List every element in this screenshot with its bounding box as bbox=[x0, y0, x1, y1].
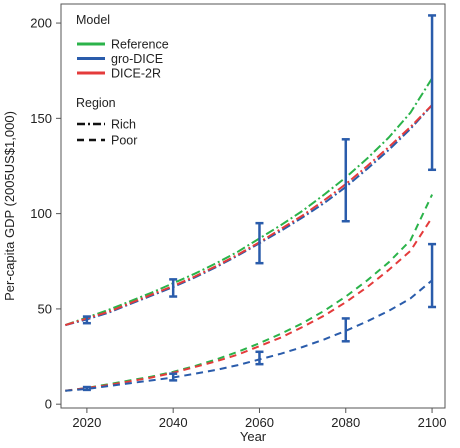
series-dice-2r-rich bbox=[65, 104, 433, 327]
error-bar bbox=[255, 221, 264, 265]
series-reference-rich bbox=[64, 77, 433, 327]
error-bar bbox=[82, 385, 91, 392]
error-bar bbox=[169, 372, 178, 382]
error-bar bbox=[428, 242, 437, 309]
x-tick-label: 2080 bbox=[331, 415, 360, 430]
x-tick-label: 2100 bbox=[418, 415, 447, 430]
legend-model-label: gro-DICE bbox=[111, 52, 163, 66]
series-gro-dice-poor bbox=[65, 279, 433, 392]
y-tick-label: 200 bbox=[30, 16, 52, 31]
x-tick-label: 2060 bbox=[245, 415, 274, 430]
legend-model-label: DICE-2R bbox=[111, 67, 161, 81]
y-axis-title: Per-capita GDP (2005US$1,000) bbox=[2, 111, 17, 301]
legend-model-label: Reference bbox=[111, 38, 169, 52]
x-tick-label: 2020 bbox=[72, 415, 101, 430]
x-axis-title: Year bbox=[240, 429, 267, 444]
y-tick-label: 150 bbox=[30, 111, 52, 126]
legend-region-label: Rich bbox=[111, 118, 136, 132]
y-tick-label: 50 bbox=[38, 301, 52, 316]
error-bar bbox=[341, 317, 350, 343]
x-tick-label: 2040 bbox=[159, 415, 188, 430]
legend-model-title: Model bbox=[76, 13, 110, 27]
legend-region-title: Region bbox=[76, 96, 116, 110]
y-tick-label: 100 bbox=[30, 206, 52, 221]
error-bar bbox=[169, 278, 178, 298]
error-bar bbox=[82, 315, 91, 325]
y-tick-label: 0 bbox=[45, 397, 52, 412]
error-bar bbox=[428, 14, 437, 172]
plot-frame bbox=[60, 3, 446, 409]
error-bar bbox=[255, 350, 264, 366]
series-dice-2r-poor bbox=[65, 216, 433, 392]
legend-region-label: Poor bbox=[111, 134, 137, 148]
error-bar bbox=[341, 138, 350, 223]
axes: 2020 2040 2060 2080 2100 0 50 100 150 200 bbox=[30, 16, 446, 430]
error-bars bbox=[82, 14, 437, 392]
series-lines bbox=[64, 77, 434, 392]
